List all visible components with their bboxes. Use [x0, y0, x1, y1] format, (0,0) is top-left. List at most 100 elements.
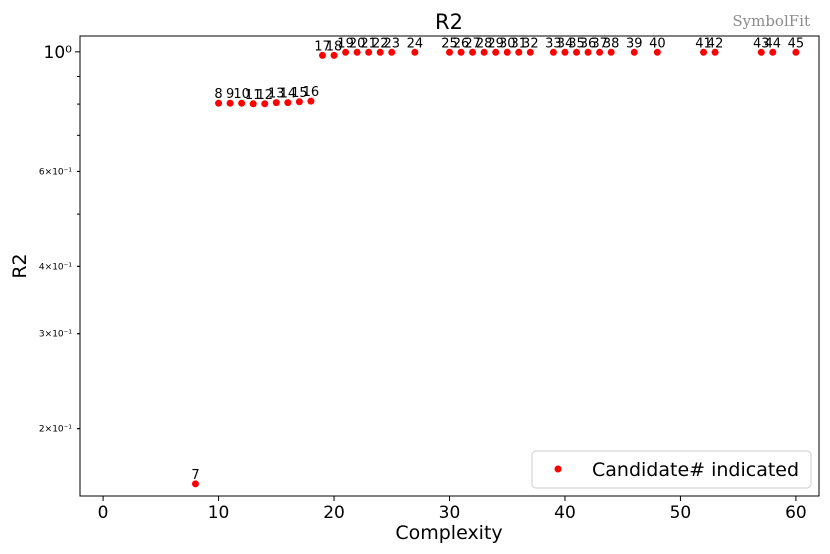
y-tick-label: 6×10⁻¹: [39, 167, 72, 177]
data-point-label: 27: [464, 36, 481, 51]
data-point: [388, 48, 396, 56]
data-point-label: 11: [245, 88, 262, 103]
data-point: [307, 97, 315, 105]
data-point: [226, 99, 234, 107]
x-tick-label: 60: [785, 503, 807, 523]
data-point-label: 26: [453, 36, 470, 51]
data-point-label: 10: [233, 87, 250, 102]
data-point-label: 24: [407, 36, 424, 51]
data-point-label: 14: [280, 87, 297, 102]
data-point: [342, 48, 350, 56]
data-point: [480, 48, 488, 56]
data-point: [446, 48, 453, 56]
data-point: [492, 48, 500, 56]
data-point: [561, 48, 569, 56]
data-point: [596, 48, 604, 56]
data-point: [549, 48, 557, 56]
data-point: [318, 51, 326, 59]
data-point-label: 29: [487, 36, 504, 51]
y-tick-label: 10⁰: [44, 43, 73, 63]
data-point-label: 20: [349, 36, 366, 51]
legend-marker: [554, 465, 562, 473]
data-point-label: 12: [256, 88, 273, 103]
data-point: [284, 99, 292, 107]
data-point: [515, 48, 523, 56]
data-point-label: 40: [649, 36, 666, 51]
data-point: [238, 99, 246, 107]
data-point: [711, 48, 719, 56]
x-tick-label: 30: [439, 503, 461, 523]
data-point: [249, 100, 257, 108]
data-point-label: 22: [372, 36, 389, 51]
data-point: [792, 48, 800, 56]
data-point: [353, 48, 361, 56]
legend-box: [531, 450, 812, 489]
x-tick-label: 0: [98, 503, 109, 523]
data-point-label: 35: [568, 36, 585, 51]
data-point: [630, 48, 638, 56]
data-point: [769, 48, 777, 56]
data-point: [526, 48, 534, 56]
data-point: [191, 480, 199, 488]
x-tick-label: 50: [670, 503, 692, 523]
data-point-label: 23: [383, 36, 400, 51]
legend: Candidate# indicated: [531, 450, 812, 489]
data-point: [469, 48, 477, 56]
data-point-label: 30: [499, 36, 516, 51]
y-tick-label: 4×10⁻¹: [39, 262, 72, 272]
data-point: [584, 48, 592, 56]
data-point: [573, 48, 581, 56]
data-point: [607, 48, 615, 56]
data-point: [757, 48, 765, 56]
legend-label: Candidate# indicated: [592, 459, 799, 481]
data-point-label: 36: [580, 36, 597, 51]
data-point: [411, 48, 419, 56]
data-point: [376, 48, 384, 56]
data-point-label: 31: [511, 36, 528, 51]
data-point: [272, 99, 280, 107]
y-tick-label: 3×10⁻¹: [39, 330, 72, 340]
data-point-label: 17: [314, 39, 331, 54]
y-tick-label: 2×10⁻¹: [39, 425, 72, 435]
x-tick-label: 10: [208, 503, 230, 523]
data-point-label: 9: [226, 87, 234, 102]
chart-title: R2: [435, 10, 463, 34]
x-axis-label: Complexity: [395, 522, 502, 544]
data-point: [330, 51, 338, 59]
data-point: [295, 98, 303, 106]
data-point-label: 42: [707, 36, 724, 51]
data-point-label: 34: [557, 36, 574, 51]
data-point-label: 32: [522, 36, 539, 51]
data-point-label: 25: [441, 36, 458, 51]
data-point: [261, 100, 269, 108]
data-point-label: 28: [476, 36, 493, 51]
data-point-label: 39: [626, 36, 643, 51]
data-point-label: 21: [360, 36, 377, 51]
data-point-label: 45: [788, 36, 805, 51]
data-point-label: 8: [214, 87, 222, 102]
data-point-label: 15: [291, 86, 308, 101]
data-point-label: 41: [695, 36, 712, 51]
data-point-label: 37: [591, 36, 608, 51]
data-point-label: 7: [191, 468, 199, 483]
y-axis-label: R2: [9, 253, 31, 278]
data-point: [653, 48, 661, 56]
data-point-label: 44: [765, 36, 782, 51]
data-point-label: 19: [337, 36, 354, 51]
data-point-label: 18: [326, 39, 343, 54]
data-point: [365, 48, 373, 56]
plot-frame: [79, 35, 820, 497]
x-tick-label: 40: [554, 503, 576, 523]
data-point: [215, 99, 223, 107]
data-point-label: 13: [268, 87, 285, 102]
data-point-label: 43: [753, 36, 770, 51]
data-point-label: 16: [303, 85, 320, 100]
data-point-label: 33: [545, 36, 562, 51]
data-point: [700, 48, 708, 56]
x-tick-label: 20: [323, 503, 345, 523]
watermark-label: SymbolFit: [732, 12, 810, 30]
data-point: [503, 48, 511, 56]
data-point-label: 38: [603, 36, 620, 51]
data-point: [457, 48, 465, 56]
